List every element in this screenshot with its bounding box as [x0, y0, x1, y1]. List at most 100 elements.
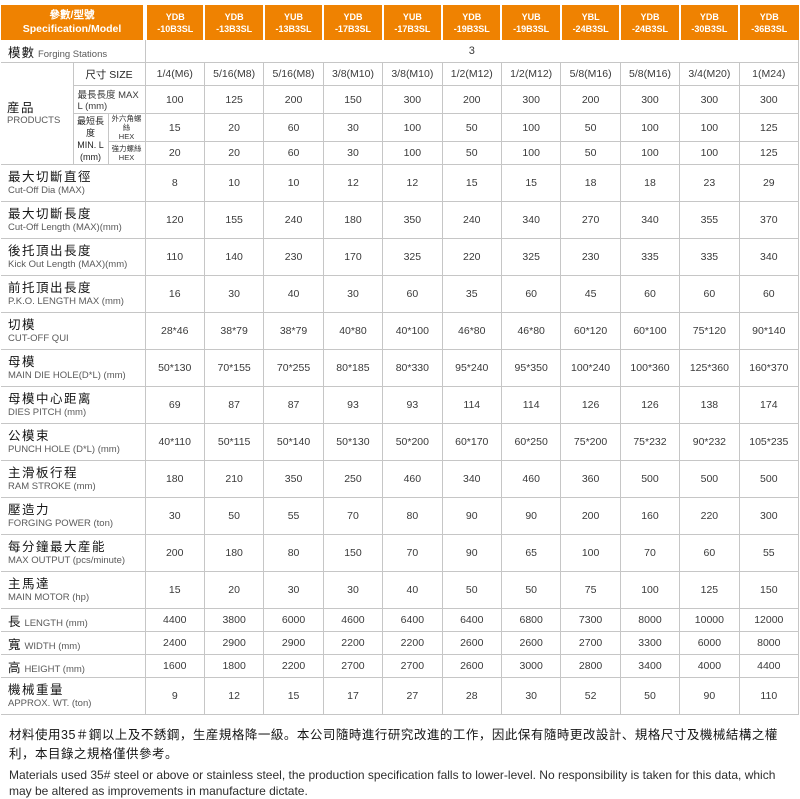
spec-value-cell: 2200: [263, 654, 324, 679]
spec-value-cell: 30: [203, 275, 265, 314]
spec-value-cell: 174: [738, 386, 800, 425]
spec-value-cell: 300: [738, 85, 800, 115]
spec-value-cell: 180: [322, 201, 384, 240]
spec-value-cell: 340: [441, 460, 502, 499]
spec-value-cell: 95*240: [441, 349, 502, 388]
model-series: YBL: [581, 11, 600, 22]
spec-value-cell: 500: [679, 460, 740, 499]
spec-value-cell: 12: [203, 677, 265, 716]
spec-value-cell: 100: [560, 534, 621, 573]
spec-value-cell: 30: [322, 275, 384, 314]
spec-value-cell: 170: [322, 238, 384, 277]
spec-value-cell: 6800: [500, 608, 562, 633]
spec-value-cell: 5/16(M8): [263, 62, 324, 87]
spec-value-cell: 300: [500, 85, 562, 115]
spec-value-cell: 40: [382, 571, 443, 610]
min-length-label: 最短長度 MIN. L (mm): [73, 113, 109, 166]
spec-value-cell: 80*185: [322, 349, 384, 388]
spec-value-cell: 150: [738, 571, 800, 610]
row-length: 長 LENGTH (mm) 4400 3800 6000 4600 6400 6400 680…: [1, 608, 800, 633]
model-series: YUB: [521, 11, 541, 22]
spec-value-cell: 1/2(M12): [441, 62, 502, 87]
model-header-ydb-13b3sl: YDB -13B3SL: [203, 5, 264, 41]
label-en: HEIGHT (mm): [24, 663, 85, 675]
label-en: Forging Stations: [37, 48, 108, 60]
spec-value-cell: 2200: [382, 631, 443, 656]
row-main-motor: 主馬達 MAIN MOTOR (hp) 15 20 30 30 40 50 50 75 100 125…: [1, 571, 800, 610]
spec-value-cell: 240: [263, 201, 324, 240]
spec-value-cell: 60*170: [441, 423, 502, 462]
forging-stations-label: 模數 Forging Stations: [1, 40, 146, 64]
spec-value-cell: 90*232: [679, 423, 740, 462]
spec-value-cell: 100: [500, 113, 562, 143]
spec-value-cell: 50*200: [382, 423, 443, 462]
spec-value-cell: 70*155: [203, 349, 265, 388]
spec-value-cell: 340: [619, 201, 681, 240]
spec-value-cell: 105*235: [738, 423, 800, 462]
label-en: Cut-Off Length (MAX)(mm): [8, 221, 122, 233]
spec-value-cell: 2600: [441, 631, 502, 656]
spec-value-cell: 40*100: [382, 312, 443, 351]
spec-value-cell: 30: [263, 571, 324, 610]
spec-value-cell: 340: [500, 201, 562, 240]
spec-value-cell: 126: [619, 386, 681, 425]
spec-value-cell: 10: [263, 164, 324, 203]
spec-header-en: Specification/Model: [22, 22, 122, 35]
spec-value-cell: 150: [322, 85, 384, 115]
spec-value-cell: 335: [679, 238, 740, 277]
spec-value-cell: 230: [263, 238, 324, 277]
spec-value-cell: 1800: [203, 654, 265, 679]
label-zh: 主馬達: [8, 577, 51, 592]
dies-pitch-label: 母模中心距离 DIES PITCH (mm): [1, 386, 146, 425]
spec-value-cell: 6400: [441, 608, 502, 633]
pko-length-label: 前托頂出長度 P.K.O. LENGTH MAX (mm): [1, 275, 146, 314]
model-number: -13B3SL: [275, 23, 312, 34]
spec-value-cell: 50*130: [322, 423, 384, 462]
spec-value-cell: 1600: [144, 654, 205, 679]
spec-value-cell: 60: [738, 275, 800, 314]
spec-value-cell: 500: [619, 460, 681, 499]
model-header-ydb-10b3sl: YDB -10B3SL: [143, 5, 205, 41]
spec-value-cell: 60: [679, 534, 740, 573]
row-strong-hex: 強力螺絲 HEX 20 20 60 30 100 50 100 50 100 100 125: [1, 141, 800, 166]
spec-value-cell: 2800: [560, 654, 621, 679]
spec-value-cell: 12000: [738, 608, 800, 633]
label-en: WIDTH (mm): [24, 640, 81, 652]
spec-value-cell: 10: [203, 164, 265, 203]
spec-value-cell: 6400: [382, 608, 443, 633]
row-ram-stroke: 主滑板行程 RAM STROKE (mm) 180 210 350 250 460 340 46…: [1, 460, 800, 499]
spec-value-cell: 30: [144, 497, 205, 536]
size-label: 尺寸 SIZE: [72, 62, 146, 87]
spec-value-cell: 75*200: [560, 423, 621, 462]
spec-value-cell: 8000: [738, 631, 800, 656]
model-series: YDB: [640, 11, 660, 22]
forging-stations-value: 3: [144, 40, 800, 64]
spec-value-cell: 110: [738, 677, 800, 716]
spec-value-cell: 87: [263, 386, 324, 425]
spec-value-cell: 125: [203, 85, 265, 115]
spec-value-cell: 30: [322, 113, 384, 143]
model-header-yub-19b3sl: YUB -19B3SL: [500, 5, 561, 41]
label-zh: 壓造力: [8, 503, 51, 518]
spec-value-cell: 3/8(M10): [382, 62, 443, 87]
spec-value-cell: 65: [500, 534, 562, 573]
max-output-label: 每分鐘最大産能 MAX OUTPUT (pcs/minute): [1, 534, 146, 573]
spec-value-cell: 75: [560, 571, 621, 610]
label-zh: 母模中心距离: [8, 392, 93, 407]
specification-table: 參數/型號 Specification/Model YDB -10B3SL YDB -…: [1, 5, 800, 716]
model-number: -36B3SL: [751, 23, 788, 34]
spec-value-cell: 50: [619, 677, 681, 716]
spec-value-cell: 46*80: [500, 312, 562, 351]
label-en: Cut-Off Dia (MAX): [8, 184, 85, 196]
label-zh: 産品: [7, 100, 36, 115]
hex-label-line: 外六角螺絲: [111, 114, 142, 133]
label-zh: 最大切斷直徑: [8, 170, 93, 185]
spec-value-cell: 15: [441, 164, 502, 203]
spec-value-cell: 28*46: [144, 312, 205, 351]
spec-value-cell: 50*115: [203, 423, 265, 462]
forging-power-label: 壓造力 FORGING POWER (ton): [1, 497, 146, 536]
spec-value-cell: 230: [560, 238, 621, 277]
label-en: CUT-OFF QUI: [8, 332, 69, 344]
spec-value-cell: 100: [500, 141, 562, 166]
row-height: 高 HEIGHT (mm) 1600 1800 2200 2700 2700 2600 300…: [1, 654, 800, 679]
